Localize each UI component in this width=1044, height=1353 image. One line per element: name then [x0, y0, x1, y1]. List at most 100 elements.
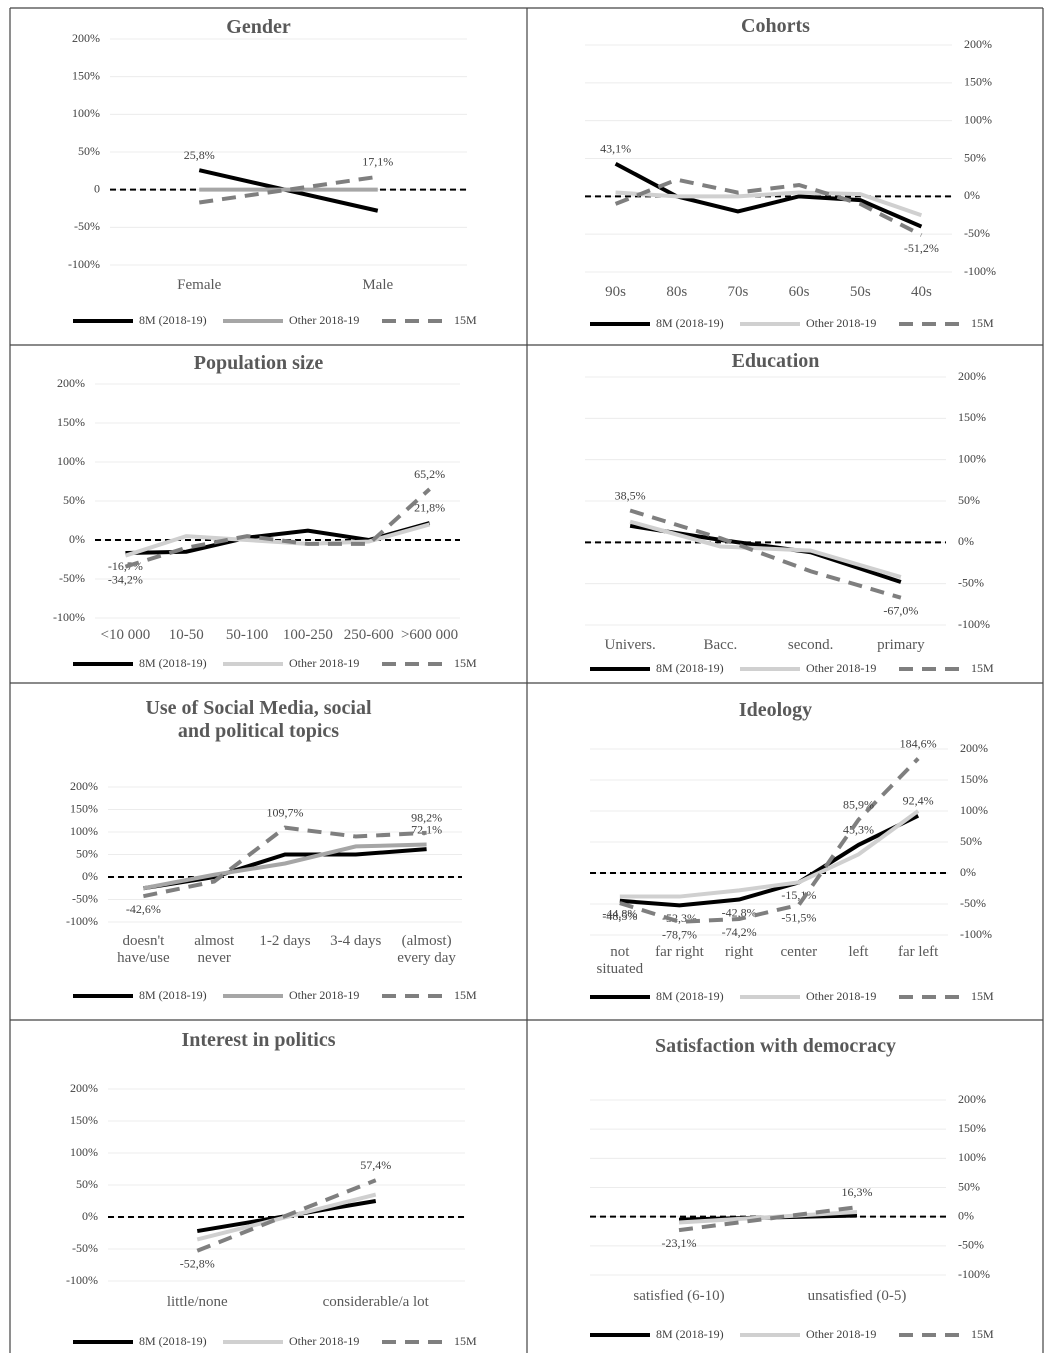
x-tick-label-box: 50s [850, 284, 871, 300]
y-tick-label: 150% [72, 68, 100, 82]
value-label: -15,1% [781, 888, 816, 902]
y-tick-label: -50% [72, 1241, 98, 1255]
x-tick-label-box: unsatisfied (0-5) [807, 1288, 907, 1304]
y-tick-label: 150% [960, 772, 988, 786]
series-line [619, 809, 920, 899]
chart-title: Satisfaction with democracy [654, 1035, 897, 1057]
chart-title-box: Satisfaction with democracy [654, 1035, 897, 1057]
legend-label: Other 2018-19 [806, 1327, 876, 1341]
legend-label: 15M [454, 1334, 477, 1348]
value-label: -34,2% [108, 572, 143, 586]
y-tick-label: 50% [76, 1177, 98, 1191]
x-tick-label: 60s [788, 284, 810, 300]
x-tick-label: 10-50 [168, 627, 204, 643]
x-tick-label: unsatisfied (0-5) [807, 1288, 907, 1304]
y-tick-label: -100% [66, 1273, 98, 1287]
x-tick-label-box: second. [788, 637, 833, 653]
value-label: -44,8% [602, 907, 637, 921]
y-tick-label: 0% [69, 532, 85, 546]
x-tick-label: 70s [727, 284, 749, 300]
x-tick-label-box: 70s [727, 284, 749, 300]
value-label: 109,7% [267, 805, 304, 819]
x-tick-label: 100-250 [282, 627, 333, 643]
value-label: -48,5% [602, 909, 637, 923]
y-tick-label: 0 [94, 181, 100, 195]
x-tick-label-box: <10 000 [101, 627, 151, 643]
x-tick-label-box: far right [655, 944, 704, 960]
y-tick-label: 150% [958, 1121, 986, 1135]
x-tick-label-box: 60s [788, 284, 810, 300]
series-line [198, 174, 379, 205]
y-tick-label: 100% [958, 451, 986, 465]
y-tick-label: 150% [958, 410, 986, 424]
y-tick-label: 100% [964, 112, 992, 126]
value-label: 21,8% [414, 501, 445, 515]
x-tick-label: far right [655, 944, 704, 960]
y-tick-label: 0% [82, 869, 98, 883]
y-tick-label: 0% [964, 188, 980, 202]
series-line [143, 842, 427, 891]
y-tick-label: -100% [958, 1267, 990, 1281]
y-tick-label: 200% [70, 1081, 98, 1095]
y-tick-label: 50% [958, 493, 980, 507]
x-tick-label-box: considerable/a lot [323, 1294, 429, 1310]
series-line [619, 757, 920, 924]
value-label: -78,7% [662, 928, 697, 942]
legend-label: 15M [971, 316, 994, 330]
y-tick-label: -50% [964, 226, 990, 240]
value-label: 65,2% [414, 467, 445, 481]
x-tick-label-box: not situated [597, 944, 644, 977]
y-tick-label: -50% [958, 575, 984, 589]
legend-label: 15M [454, 988, 477, 1002]
x-tick-label: doesn't have/use [117, 933, 170, 967]
legend-label: Other 2018-19 [806, 316, 876, 330]
x-tick-label-box: little/none [166, 1294, 228, 1310]
x-tick-label: 50-100 [225, 627, 269, 643]
x-tick-label: little/none [166, 1294, 228, 1310]
series-line [615, 190, 923, 218]
value-label: 92,4% [903, 793, 934, 807]
x-tick-label-box: 3-4 days [330, 933, 382, 949]
x-tick-label: 40s [910, 284, 932, 300]
series-line [124, 487, 431, 569]
x-tick-label-box: 100-250 [282, 627, 333, 643]
x-tick-label-box: Female [177, 277, 222, 293]
x-tick-label: Male [362, 277, 394, 293]
value-label: -51,5% [781, 911, 816, 925]
legend-label: 8M (2018-19) [656, 989, 724, 1003]
y-tick-label: 50% [76, 846, 98, 860]
x-tick-label: 3-4 days [330, 933, 382, 949]
y-tick-label: 100% [958, 1150, 986, 1164]
y-tick-label: 50% [960, 834, 982, 848]
series-line [619, 813, 920, 908]
x-tick-label-box: 40s [910, 284, 932, 300]
series-line [142, 825, 427, 899]
y-tick-label: 200% [964, 37, 992, 51]
y-tick-label: -100% [960, 927, 992, 941]
x-tick-label: far left [897, 944, 939, 960]
series-line [678, 1210, 858, 1225]
value-label: -74,2% [722, 925, 757, 939]
x-tick-label: right [724, 944, 754, 960]
x-tick-label-box: right [724, 944, 754, 960]
y-tick-label: 100% [72, 106, 100, 120]
y-tick-label: 150% [70, 1113, 98, 1127]
y-tick-label: 100% [70, 1145, 98, 1159]
x-tick-label: Female [177, 277, 222, 293]
y-tick-label: 0% [958, 534, 974, 548]
x-tick-label-box: Bacc. [704, 637, 738, 653]
x-tick-label: >600 000 [400, 627, 459, 643]
legend-label: 15M [971, 661, 994, 675]
y-tick-label: -50% [960, 896, 986, 910]
x-tick-label-box: 50-100 [225, 627, 269, 643]
y-tick-label: 150% [57, 415, 85, 429]
legend-label: 8M (2018-19) [656, 316, 724, 330]
value-label: 98,2% [411, 811, 442, 825]
series-line [614, 161, 923, 229]
y-tick-label: -100% [66, 914, 98, 928]
y-tick-label: 200% [70, 779, 98, 793]
x-tick-label: center [780, 944, 818, 960]
chart-title-box: Education [732, 350, 820, 372]
legend-label: Other 2018-19 [806, 989, 876, 1003]
